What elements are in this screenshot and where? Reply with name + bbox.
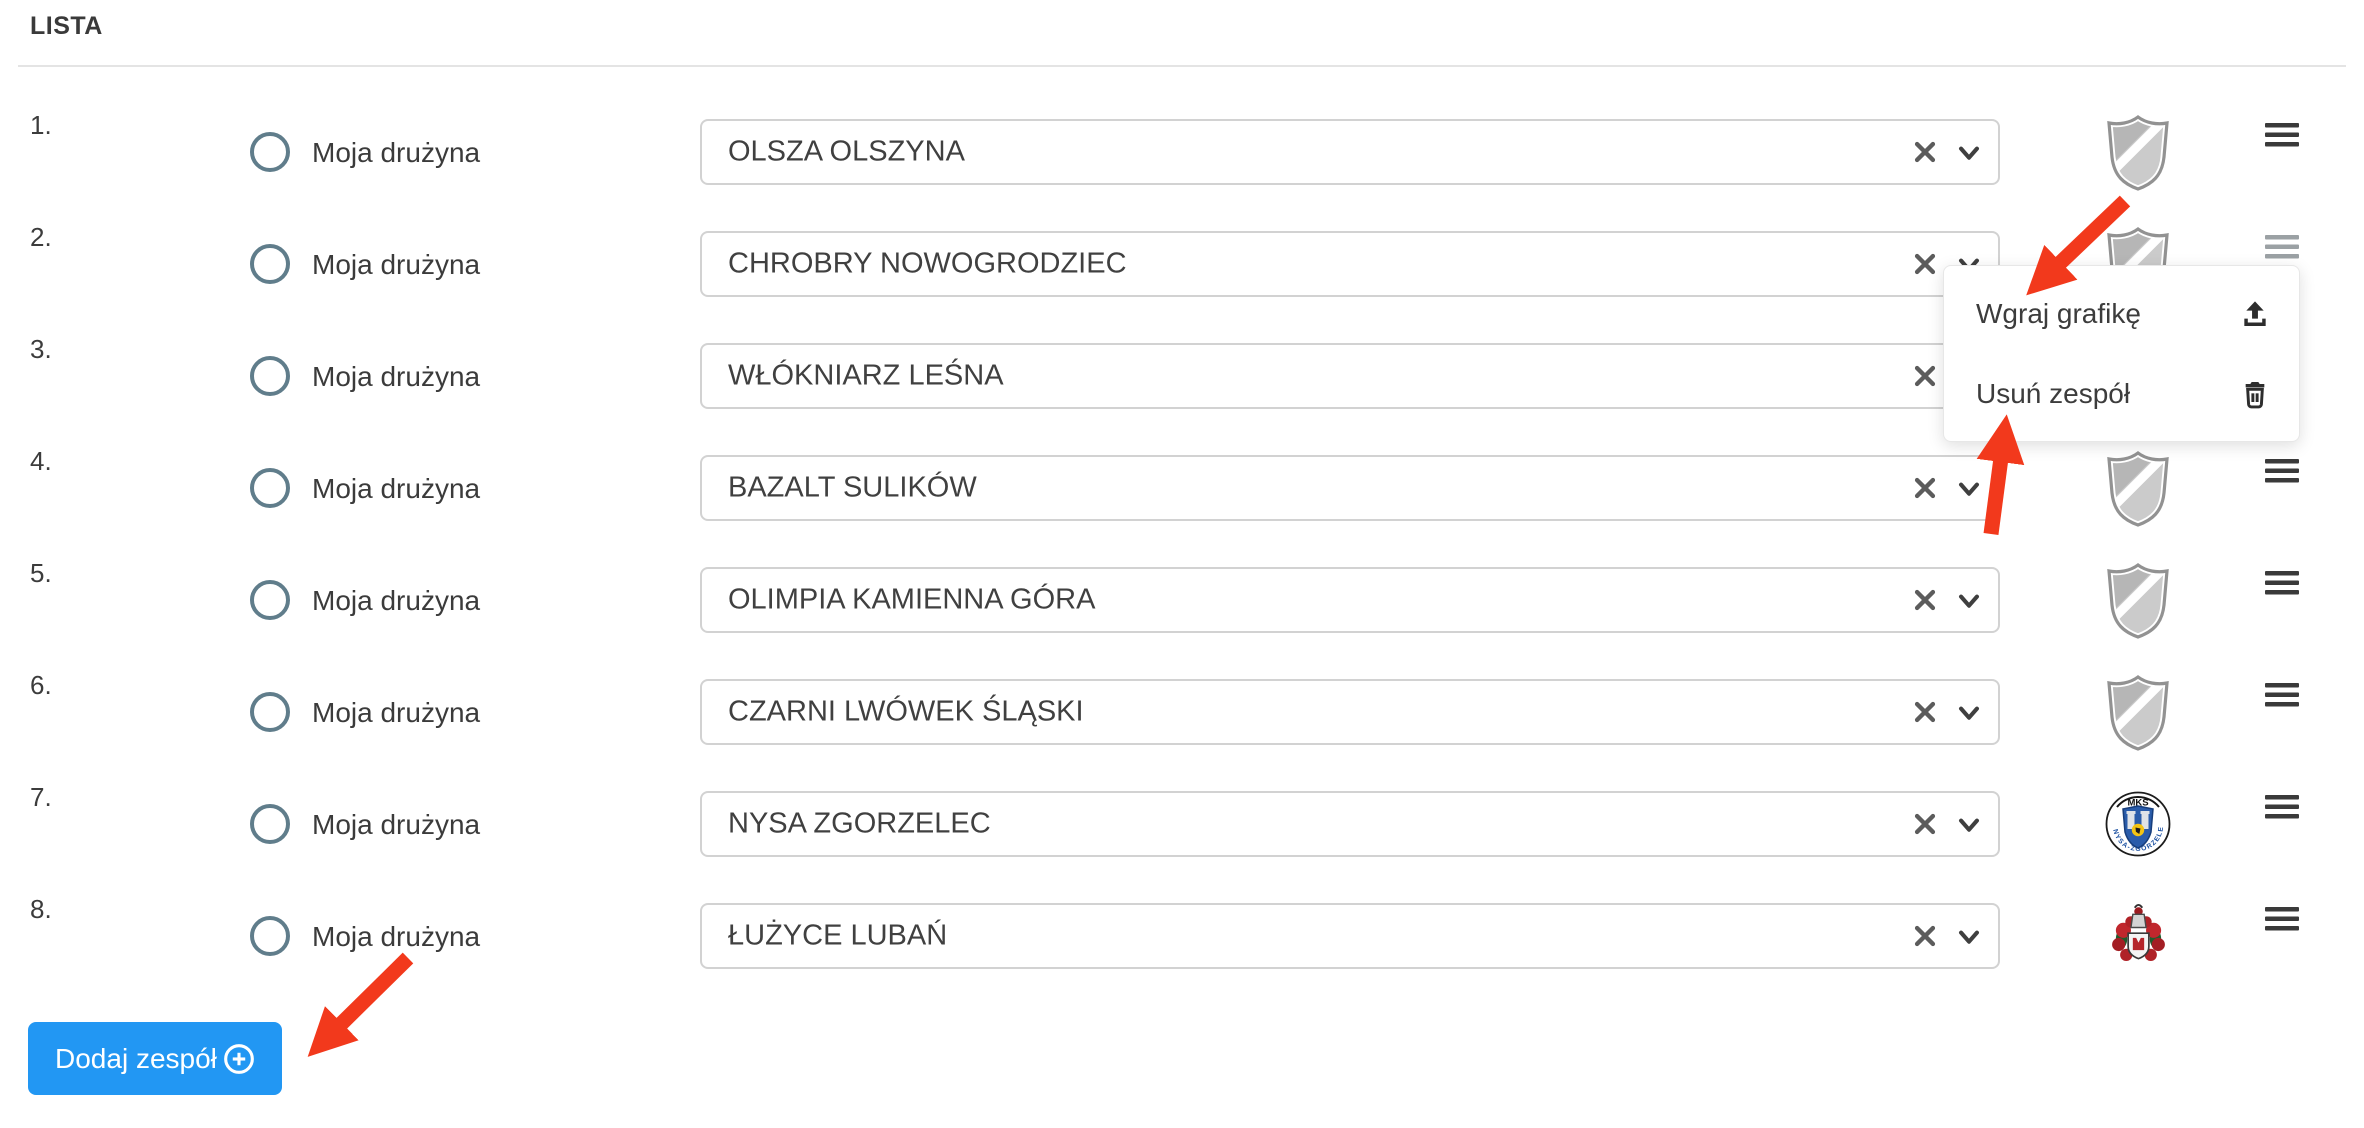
team-row: 5. Moja drużyna OLIMPIA KAMIENNA GÓRA (0, 544, 2364, 656)
page-title: LISTA (30, 12, 103, 40)
row-number: 5. (30, 558, 52, 588)
clear-icon[interactable] (1908, 695, 1942, 729)
drag-handle-icon[interactable] (2265, 234, 2299, 260)
clear-icon[interactable] (1908, 807, 1942, 841)
team-badge-placeholder-icon (2105, 448, 2171, 528)
clear-icon[interactable] (1908, 247, 1942, 281)
drag-handle-icon[interactable] (2265, 122, 2299, 148)
drag-handle-icon[interactable] (2265, 794, 2299, 820)
chevron-down-icon[interactable] (1952, 695, 1986, 729)
my-team-radio[interactable] (250, 804, 290, 844)
drag-handle-icon[interactable] (2265, 570, 2299, 596)
team-name-value: CHROBRY NOWOGRODZIEC (728, 247, 1127, 280)
menu-item-label: Wgraj grafikę (1976, 298, 2141, 329)
team-row: 1. Moja drużyna OLSZA OLSZYNA (0, 96, 2364, 208)
clear-icon[interactable] (1908, 471, 1942, 505)
my-team-label: Moja drużyna (312, 361, 481, 392)
team-name-value: WŁÓKNIARZ LEŚNA (728, 359, 1004, 392)
add-team-button-label: Dodaj zespół (55, 1042, 217, 1074)
row-number: 7. (30, 782, 52, 812)
team-badge (2100, 672, 2176, 752)
team-row: 6. Moja drużyna CZARNI LWÓWEK ŚLĄSKI (0, 656, 2364, 768)
team-select[interactable]: NYSA ZGORZELEC (700, 791, 2000, 857)
team-badge: NYSA-ZGORZELEC MKS (2100, 784, 2176, 864)
team-name-value: OLSZA OLSZYNA (728, 135, 965, 168)
mks-nysa-zgorzelec-badge: NYSA-ZGORZELEC MKS (2104, 790, 2171, 857)
clear-icon[interactable] (1908, 359, 1942, 393)
team-badge (2100, 448, 2176, 528)
team-name-value: CZARNI LWÓWEK ŚLĄSKI (728, 695, 1084, 728)
menu-item-upload-graphic[interactable]: Wgraj grafikę (1944, 274, 2299, 354)
drag-handle-icon[interactable] (2265, 682, 2299, 708)
chevron-down-icon[interactable] (1952, 807, 1986, 841)
chevron-down-icon[interactable] (1952, 583, 1986, 617)
row-number: 2. (30, 222, 52, 252)
plus-circle-icon (224, 1043, 254, 1074)
my-team-radio[interactable] (250, 580, 290, 620)
header-divider (18, 65, 2346, 67)
my-team-radio[interactable] (250, 692, 290, 732)
upload-icon (2244, 301, 2266, 326)
clear-icon[interactable] (1908, 583, 1942, 617)
my-team-label: Moja drużyna (312, 697, 481, 728)
my-team-radio[interactable] (250, 468, 290, 508)
drag-handle-icon[interactable] (2265, 458, 2299, 484)
my-team-label: Moja drużyna (312, 585, 481, 616)
team-badge (2100, 112, 2176, 192)
add-team-button[interactable]: Dodaj zespół (28, 1022, 282, 1095)
team-name-value: OLIMPIA KAMIENNA GÓRA (728, 583, 1096, 616)
team-row: 4. Moja drużyna BAZALT SULIKÓW (0, 432, 2364, 544)
menu-item-delete-team[interactable]: Usuń zespół (1944, 354, 2299, 434)
chevron-down-icon[interactable] (1952, 471, 1986, 505)
team-badge-placeholder-icon (2105, 560, 2171, 640)
row-number: 3. (30, 334, 52, 364)
trash-icon (2245, 382, 2265, 409)
my-team-radio[interactable] (250, 916, 290, 956)
team-name-value: NYSA ZGORZELEC (728, 807, 991, 840)
team-name-value: BAZALT SULIKÓW (728, 471, 977, 504)
svg-text:MKS: MKS (2127, 798, 2148, 809)
clear-icon[interactable] (1908, 919, 1942, 953)
team-name-value: ŁUŻYCE LUBAŃ (728, 919, 948, 952)
my-team-label: Moja drużyna (312, 473, 481, 504)
clear-icon[interactable] (1908, 135, 1942, 169)
team-badge-placeholder-icon (2105, 672, 2171, 752)
team-select[interactable]: WŁÓKNIARZ LEŚNA (700, 343, 2000, 409)
row-number: 6. (30, 670, 52, 700)
luzyce-luban-badge (2111, 903, 2165, 961)
team-select[interactable]: BAZALT SULIKÓW (700, 455, 2000, 521)
my-team-radio[interactable] (250, 244, 290, 284)
team-select[interactable]: OLSZA OLSZYNA (700, 119, 2000, 185)
team-select[interactable]: ŁUŻYCE LUBAŃ (700, 903, 2000, 969)
team-badge (2100, 560, 2176, 640)
my-team-radio[interactable] (250, 356, 290, 396)
my-team-radio[interactable] (250, 132, 290, 172)
team-row: 7. Moja drużyna NYSA ZGORZELEC (0, 768, 2364, 880)
team-select[interactable]: CHROBRY NOWOGRODZIEC (700, 231, 2000, 297)
team-select[interactable]: OLIMPIA KAMIENNA GÓRA (700, 567, 2000, 633)
row-number: 8. (30, 894, 52, 924)
row-number: 1. (30, 110, 52, 140)
team-select[interactable]: CZARNI LWÓWEK ŚLĄSKI (700, 679, 2000, 745)
my-team-label: Moja drużyna (312, 137, 481, 168)
row-number: 4. (30, 446, 52, 476)
my-team-label: Moja drużyna (312, 249, 481, 280)
chevron-down-icon[interactable] (1952, 919, 1986, 953)
team-badge (2100, 896, 2176, 976)
team-menu-popup: Wgraj grafikę Usuń zespół (1943, 265, 2300, 442)
my-team-label: Moja drużyna (312, 809, 481, 840)
chevron-down-icon[interactable] (1952, 135, 1986, 169)
team-row: 2. Moja drużyna CHROBRY NOWOGRODZIEC (0, 208, 2364, 320)
team-badge-placeholder-icon (2105, 112, 2171, 192)
drag-handle-icon[interactable] (2265, 906, 2299, 932)
menu-item-label: Usuń zespół (1976, 378, 2131, 409)
my-team-label: Moja drużyna (312, 921, 481, 952)
team-row: 8. Moja drużyna ŁUŻYCE LUBAŃ (0, 880, 2364, 992)
